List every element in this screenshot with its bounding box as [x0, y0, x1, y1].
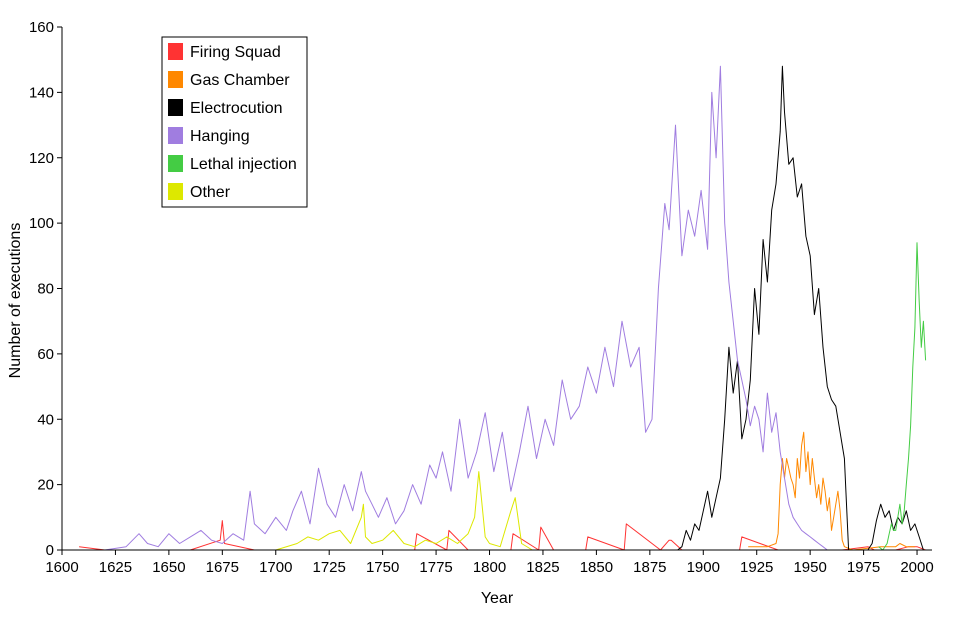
- y-tick-label: 100: [29, 215, 54, 232]
- x-axis-title: Year: [481, 590, 514, 607]
- series-line-gas-chamber: [748, 431, 915, 551]
- legend-label-electrocution: Electrocution: [190, 100, 283, 117]
- legend-label-lethal-injection: Lethal injection: [190, 156, 297, 173]
- y-tick-label: 140: [29, 84, 54, 101]
- x-tick-label: 1750: [366, 559, 399, 576]
- y-tick-label: 80: [37, 281, 54, 298]
- legend: Firing Squad Gas Chamber Electrocution Hang…: [161, 36, 308, 208]
- legend-label-gas-chamber: Gas Chamber: [190, 72, 290, 89]
- legend-swatch-firing-squad: [168, 43, 183, 60]
- y-tick-label: 120: [29, 150, 54, 167]
- x-tick-label: 1875: [633, 559, 666, 576]
- y-tick-label: 160: [29, 19, 54, 36]
- legend-swatch-hanging: [168, 127, 183, 144]
- y-tick-label: 60: [37, 346, 54, 363]
- legend-label-other: Other: [190, 184, 231, 201]
- x-tick-label: 1975: [847, 559, 880, 576]
- y-tick-label: 40: [37, 411, 54, 428]
- y-axis-title: Number of executions: [7, 223, 24, 379]
- x-tick-label: 1600: [45, 559, 78, 576]
- legend-swatch-electrocution: [168, 99, 183, 116]
- series-line-other: [275, 471, 554, 551]
- series-line-electrocution: [677, 65, 924, 551]
- x-tick-label: 1675: [206, 559, 239, 576]
- y-tick-label: 20: [37, 477, 54, 494]
- x-tick-label: 1850: [580, 559, 613, 576]
- legend-box: [161, 36, 308, 208]
- x-tick-label: 1900: [687, 559, 720, 576]
- series-line-lethal-injection: [878, 242, 927, 551]
- legend-label-hanging: Hanging: [190, 128, 250, 145]
- x-tick-label: 1700: [259, 559, 292, 576]
- y-ticks: 0 20 40 60 80 100 120 140 160: [29, 19, 62, 559]
- x-tick-label: 1650: [152, 559, 185, 576]
- x-tick-label: 1950: [793, 559, 826, 576]
- x-tick-label: 1625: [99, 559, 132, 576]
- x-tick-label: 1925: [740, 559, 773, 576]
- series-line-hanging: [83, 65, 926, 551]
- legend-label-firing-squad: Firing Squad: [190, 44, 281, 61]
- x-tick-label: 1825: [526, 559, 559, 576]
- x-tick-label: 1725: [313, 559, 346, 576]
- x-tick-label: 1775: [419, 559, 452, 576]
- legend-swatch-other: [168, 183, 183, 200]
- legend-swatch-gas-chamber: [168, 71, 183, 88]
- y-tick-label: 0: [46, 542, 54, 559]
- x-tick-label: 2000: [900, 559, 933, 576]
- x-tick-label: 1800: [473, 559, 506, 576]
- legend-swatch-lethal-injection: [168, 155, 183, 172]
- x-ticks: 1600 1625 1650 1675 1700 1725 1750 1775 1800 1825…: [45, 550, 934, 576]
